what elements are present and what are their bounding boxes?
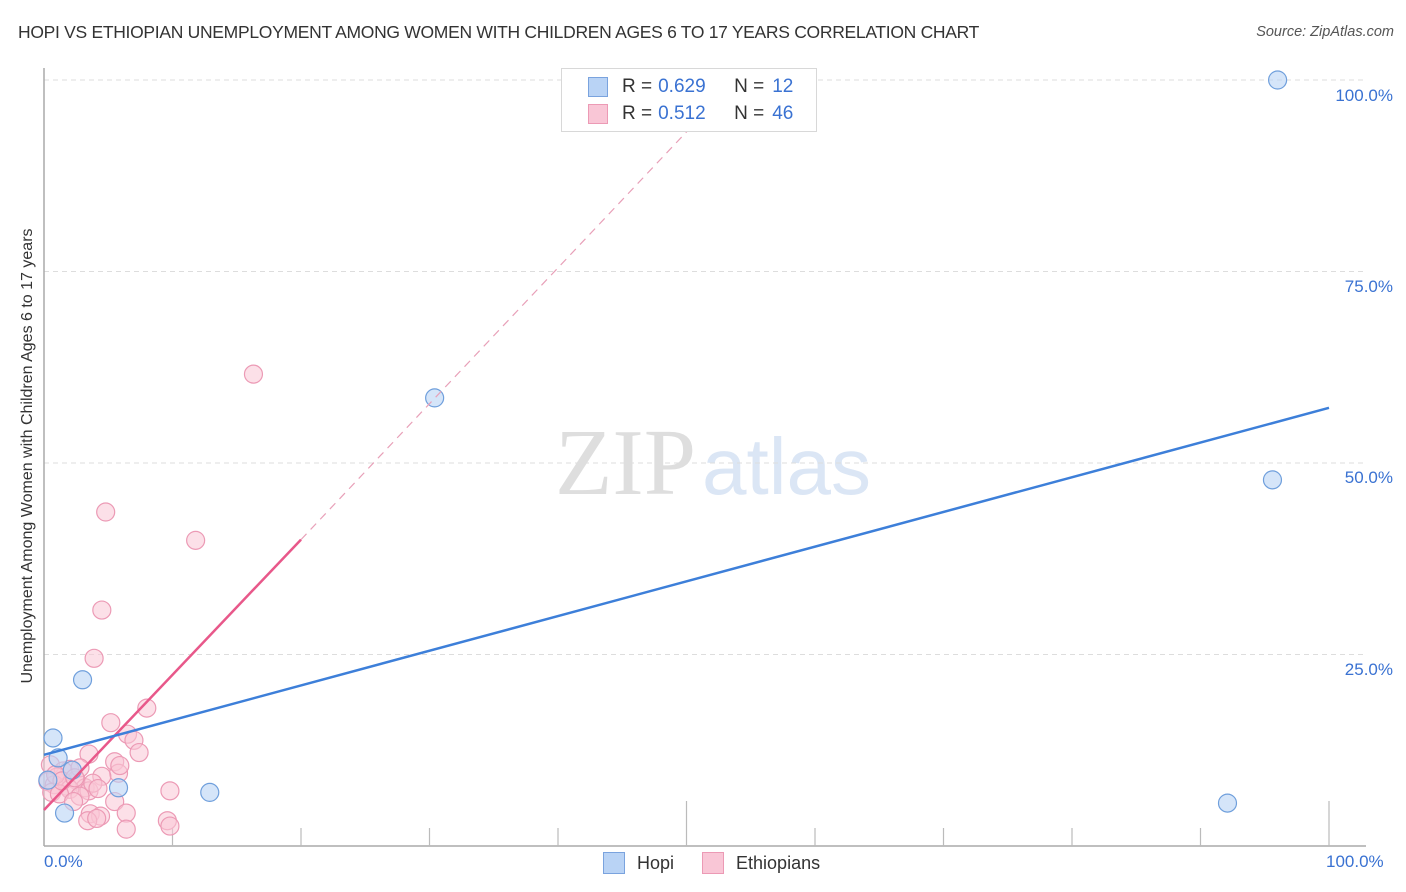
- ethiopian-point: [116, 803, 136, 823]
- ethiopian-point: [160, 816, 180, 836]
- legend-item-hopi[interactable]: Hopi: [603, 852, 674, 874]
- n-label: N =: [734, 76, 765, 97]
- r-value: 0.629: [658, 76, 706, 97]
- y-tick-25: 25.0%: [1344, 660, 1393, 679]
- ethiopian-point: [92, 600, 112, 620]
- n-label: N =: [734, 103, 765, 124]
- ethiopian-point: [88, 778, 108, 799]
- y-tick-75: 75.0%: [1344, 277, 1393, 296]
- ethiopian-point: [186, 530, 206, 550]
- ethiopians-swatch: [588, 104, 608, 124]
- source-label: Source: ZipAtlas.com: [1256, 24, 1394, 40]
- r-label: R =: [622, 103, 653, 124]
- ethiopian-point: [116, 819, 136, 839]
- ethiopian-point: [96, 502, 116, 522]
- ethiopian-point: [160, 781, 180, 801]
- hopi-point: [1262, 470, 1283, 490]
- chart-title: HOPI VS ETHIOPIAN UNEMPLOYMENT AMONG WOM…: [18, 22, 980, 42]
- legend-item-ethiopians[interactable]: Ethiopians: [702, 852, 820, 874]
- y-tick-100: 100.0%: [1335, 86, 1393, 105]
- series-legend: Hopi Ethiopians: [603, 852, 848, 874]
- hopi-trendline: [43, 406, 1330, 757]
- n-value: 46: [772, 103, 794, 124]
- r-label: R =: [622, 76, 653, 97]
- r-value: 0.512: [658, 103, 706, 124]
- legend-row-hopi: R = 0.629 N = 12: [588, 75, 793, 99]
- ethiopian-point: [87, 808, 107, 829]
- hopi-point: [72, 670, 93, 690]
- ethiopian-point: [84, 648, 104, 668]
- correlation-legend: R = 0.629 N = 12 R = 0.512 N = 46: [561, 68, 817, 132]
- legend-row-ethiopians: R = 0.512 N = 46: [588, 102, 793, 126]
- hopi-point: [43, 728, 63, 748]
- legend-label: Ethiopians: [736, 852, 821, 873]
- hopi-swatch: [603, 852, 625, 874]
- hopi-point: [38, 770, 58, 790]
- hopi-point: [200, 782, 220, 802]
- x-tick-100: 100.0%: [1326, 852, 1384, 871]
- hopi-point: [54, 803, 75, 823]
- ethiopian-point: [101, 713, 121, 733]
- ethiopian-point: [137, 698, 157, 718]
- legend-label: Hopi: [637, 852, 675, 873]
- ethiopians-trendline: [43, 538, 302, 811]
- hopi-swatch: [588, 77, 608, 97]
- n-value: 12: [772, 76, 794, 97]
- ethiopian-point: [110, 755, 130, 776]
- hopi-point: [108, 778, 129, 798]
- x-tick-0: 0.0%: [44, 852, 83, 871]
- ethiopians-trendline-extension: [300, 117, 700, 541]
- ethiopians-swatch: [702, 852, 725, 874]
- y-tick-50: 50.0%: [1344, 468, 1393, 487]
- y-axis-label: Unemployment Among Women with Children A…: [19, 228, 36, 684]
- ethiopian-point: [243, 364, 264, 384]
- watermark-atlas: atlas: [702, 422, 871, 511]
- hopi-point: [1267, 70, 1288, 90]
- hopi-point: [1217, 793, 1238, 813]
- hopi-point: [62, 760, 82, 780]
- ethiopian-point: [129, 742, 149, 763]
